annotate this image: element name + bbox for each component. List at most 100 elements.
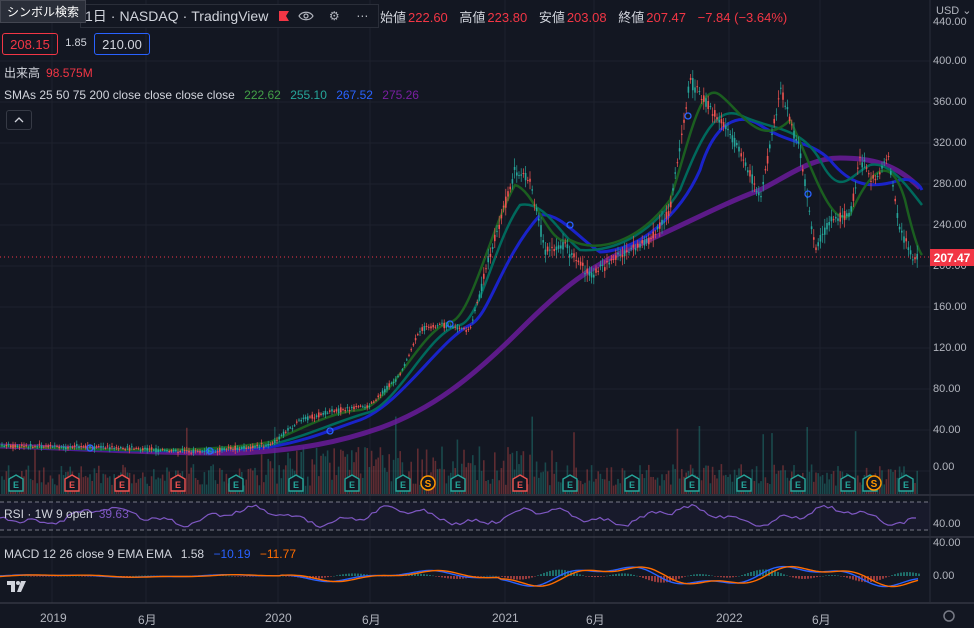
volume-bar	[709, 483, 712, 494]
eye-icon[interactable]	[298, 8, 315, 24]
symbol-header[interactable]: 1日 · NASDAQ · TradingView ⚙ ⋯	[80, 4, 380, 28]
collapse-legend-button[interactable]	[6, 110, 32, 130]
candle-body	[751, 174, 753, 184]
candle-body	[32, 446, 34, 448]
svg-text:E: E	[119, 480, 125, 490]
volume-bar	[315, 447, 318, 494]
earnings-event-icon[interactable]: E	[344, 474, 360, 492]
earnings-event-icon[interactable]: E	[624, 474, 640, 492]
macd-legend[interactable]: MACD 12 26 close 9 EMA EMA 1.58 −10.19 −…	[4, 547, 296, 561]
earnings-event-icon[interactable]: E	[228, 474, 244, 492]
candle-body	[313, 417, 316, 419]
svg-text:E: E	[455, 480, 461, 490]
macd-histogram-bar	[612, 574, 614, 576]
tradingview-logo-icon[interactable]	[6, 578, 30, 594]
candle-body	[122, 447, 124, 449]
candle-body	[885, 159, 888, 161]
earnings-event-icon[interactable]: E	[512, 474, 528, 492]
volume-bar	[1, 476, 3, 494]
candle-body	[879, 172, 881, 175]
macd-histogram-bar	[726, 576, 728, 578]
candle-body	[604, 267, 606, 271]
macd-histogram-bar	[36, 576, 38, 577]
macd-histogram-bar	[798, 576, 800, 579]
price-axis-label: 160.00	[933, 301, 967, 313]
macd-histogram-bar	[318, 576, 320, 579]
earnings-event-icon[interactable]: E	[790, 474, 806, 492]
candle-body	[461, 328, 463, 330]
candle-body	[714, 110, 716, 117]
currency-selector[interactable]: USD ⌄	[936, 5, 972, 17]
macd-histogram-bar	[315, 576, 317, 579]
earnings-event-icon[interactable]: E	[64, 474, 80, 492]
more-icon[interactable]: ⋯	[356, 9, 369, 23]
macd-histogram-bar	[621, 573, 623, 576]
candle-body	[610, 258, 613, 261]
volume-bar	[29, 478, 32, 494]
volume-bar	[144, 476, 146, 494]
split-event-icon[interactable]: S	[866, 474, 882, 492]
settings-icon[interactable]: ⚙	[328, 9, 340, 23]
price-axis-label: 440.00	[933, 16, 967, 28]
volume-bar	[342, 450, 344, 494]
candle-body	[120, 447, 122, 449]
candle-body	[271, 442, 274, 444]
flag-icon[interactable]	[278, 10, 290, 22]
volume-bar	[445, 483, 448, 494]
candle-body	[335, 409, 338, 412]
earnings-event-icon[interactable]: E	[395, 474, 411, 492]
macd-histogram-bar	[351, 573, 353, 576]
macd-histogram-bar	[504, 576, 506, 578]
candle-body	[51, 446, 54, 448]
earnings-event-icon[interactable]: E	[8, 474, 24, 492]
candle-body	[472, 319, 474, 321]
candle-body	[27, 447, 30, 449]
candle-body	[491, 247, 494, 249]
candle-body	[3, 445, 5, 447]
candle-body	[454, 326, 456, 328]
candle-body	[172, 449, 175, 452]
earnings-event-icon[interactable]: E	[114, 474, 130, 492]
earnings-event-icon[interactable]: E	[684, 474, 700, 492]
earnings-event-icon[interactable]: E	[170, 474, 186, 492]
candle-body	[337, 408, 340, 413]
macd-histogram-bar	[723, 576, 725, 578]
candle-body	[876, 176, 879, 178]
volume-bar	[269, 461, 272, 494]
open-value: 222.60	[408, 10, 448, 25]
candle-body	[307, 416, 309, 421]
earnings-event-icon[interactable]: E	[288, 474, 304, 492]
volume-bar	[311, 459, 313, 494]
volume-bar	[381, 455, 384, 494]
sell-button[interactable]: 208.15	[2, 33, 58, 55]
volume-bar	[441, 446, 443, 494]
earnings-event-icon[interactable]: E	[898, 474, 914, 492]
candle-body	[234, 445, 236, 451]
volume-bar	[595, 478, 597, 494]
macd-histogram-bar	[534, 576, 536, 577]
earnings-event-icon[interactable]: E	[840, 474, 856, 492]
rsi-legend[interactable]: RSI · 1W 9 open 39.63	[4, 507, 129, 521]
earnings-event-icon[interactable]: E	[736, 474, 752, 492]
volume-bar	[263, 482, 265, 494]
interval-label[interactable]: 1日	[85, 8, 107, 24]
earnings-event-icon[interactable]: E	[562, 474, 578, 492]
buy-button[interactable]: 210.00	[94, 33, 150, 55]
candle-body	[245, 447, 247, 449]
change-value: −7.84 (−3.64%)	[697, 10, 788, 25]
volume-bar	[60, 466, 63, 494]
candle-body	[571, 253, 573, 255]
volume-legend[interactable]: 出来高 98.575M	[4, 66, 93, 80]
candle-body	[333, 410, 335, 413]
split-event-icon[interactable]: S	[420, 474, 436, 492]
earnings-event-icon[interactable]: E	[450, 474, 466, 492]
macd-histogram-bar	[528, 576, 530, 579]
candle-body	[276, 440, 278, 442]
candle-body	[821, 233, 824, 235]
sma-legend[interactable]: SMAs 25 50 75 200 close close close clos…	[4, 88, 419, 102]
volume-bar	[98, 465, 100, 494]
macd-histogram-bar	[288, 576, 290, 577]
volume-bar	[894, 469, 896, 494]
volume-bar	[287, 452, 289, 494]
